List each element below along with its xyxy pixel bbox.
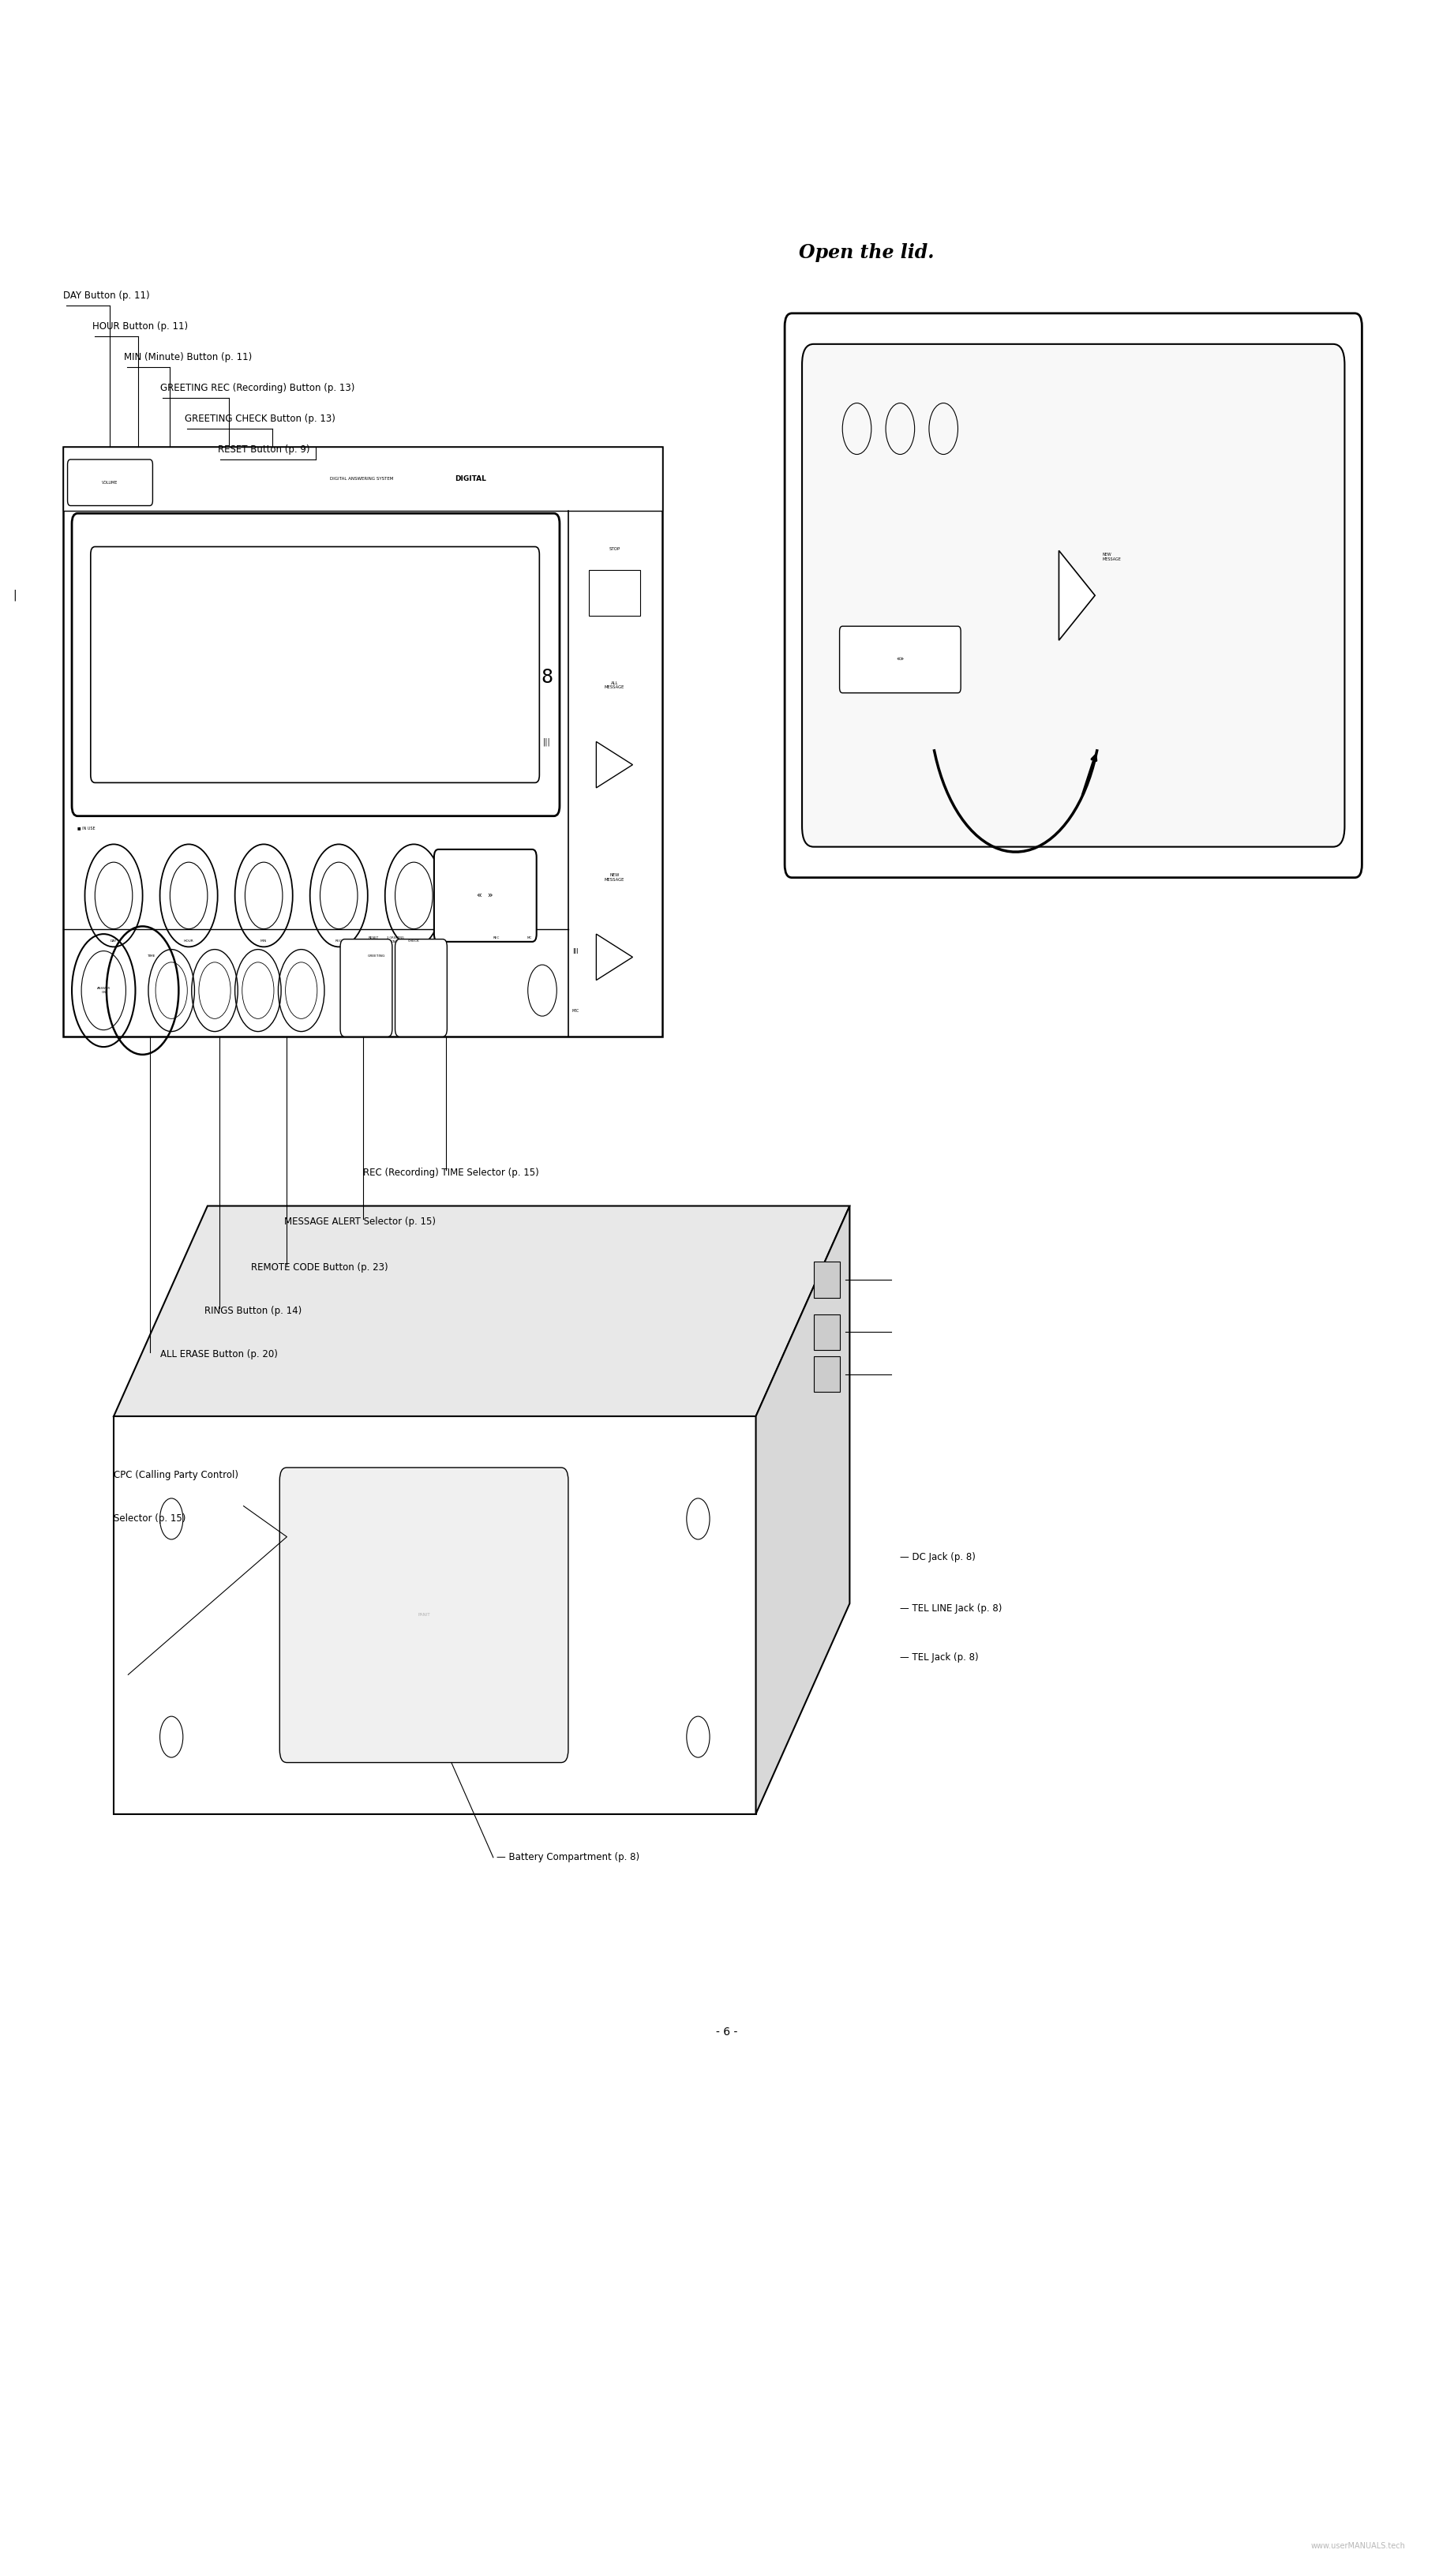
Text: |||: ||| [542, 737, 551, 747]
Bar [814, 1314, 839, 1350]
Text: — Battery Compartment (p. 8): — Battery Compartment (p. 8) [496, 1852, 640, 1862]
Text: TIME: TIME [147, 956, 156, 958]
Text: — DC Jack (p. 8): — DC Jack (p. 8) [900, 1553, 976, 1564]
Text: DIGITAL ANSWERING SYSTEM: DIGITAL ANSWERING SYSTEM [330, 477, 395, 482]
Text: 3 GREETING
ONLY: 3 GREETING ONLY [387, 938, 404, 943]
Text: HOUR Button (p. 11): HOUR Button (p. 11) [92, 322, 188, 332]
Text: |: | [13, 590, 16, 600]
Text: «  »: « » [477, 891, 493, 899]
Bar [814, 1355, 839, 1391]
Text: — TEL Jack (p. 8): — TEL Jack (p. 8) [900, 1651, 979, 1662]
FancyBboxPatch shape [90, 546, 539, 783]
Text: CHECK: CHECK [409, 940, 420, 943]
Bar [63, 446, 662, 510]
Text: DAY: DAY [111, 940, 116, 943]
Text: RESET: RESET [368, 938, 378, 940]
FancyBboxPatch shape [340, 940, 393, 1036]
FancyBboxPatch shape [71, 513, 560, 817]
Text: VOLUME: VOLUME [102, 482, 118, 484]
Text: GREETING: GREETING [368, 956, 385, 958]
Bar [63, 446, 662, 1036]
Text: Selector (p. 15): Selector (p. 15) [113, 1515, 186, 1525]
Text: REC: REC [493, 938, 499, 940]
Text: NEW
MESSAGE: NEW MESSAGE [1102, 554, 1121, 562]
Polygon shape [596, 742, 632, 788]
FancyBboxPatch shape [67, 459, 153, 505]
Polygon shape [113, 1206, 849, 1417]
Text: MIC: MIC [571, 1010, 579, 1012]
Text: www.userMANUALS.tech: www.userMANUALS.tech [1310, 2543, 1405, 2550]
Text: MESSAGE ALERT Selector (p. 15): MESSAGE ALERT Selector (p. 15) [284, 1216, 436, 1226]
Text: GREETING REC (Recording) Button (p. 13): GREETING REC (Recording) Button (p. 13) [160, 384, 355, 392]
FancyBboxPatch shape [839, 626, 961, 693]
Text: DIGITAL: DIGITAL [455, 474, 486, 482]
Text: REC: REC [336, 940, 342, 943]
Bar [589, 569, 640, 616]
Text: ALL
MESSAGE: ALL MESSAGE [605, 680, 624, 690]
Text: RESET Button (p. 9): RESET Button (p. 9) [218, 443, 310, 453]
FancyBboxPatch shape [395, 940, 446, 1036]
Polygon shape [596, 935, 632, 981]
Text: ■ IN USE: ■ IN USE [77, 827, 96, 829]
Text: MC: MC [526, 938, 532, 940]
Text: III: III [573, 948, 579, 956]
Text: NEW
MESSAGE: NEW MESSAGE [605, 873, 624, 881]
Text: DAY Button (p. 11): DAY Button (p. 11) [63, 291, 150, 301]
Text: ANSWER
ON: ANSWER ON [97, 987, 111, 994]
Text: — TEL LINE Jack (p. 8): — TEL LINE Jack (p. 8) [900, 1602, 1002, 1613]
Text: ALL ERASE Button (p. 20): ALL ERASE Button (p. 20) [160, 1350, 278, 1360]
Text: MIN (Minute) Button (p. 11): MIN (Minute) Button (p. 11) [124, 353, 252, 363]
Text: STOP: STOP [609, 546, 619, 551]
FancyBboxPatch shape [785, 314, 1362, 878]
Polygon shape [1059, 551, 1095, 641]
Polygon shape [113, 1417, 756, 1814]
Text: HOUR: HOUR [183, 940, 193, 943]
Text: - 6 -: - 6 - [717, 2027, 737, 2038]
FancyBboxPatch shape [435, 850, 537, 943]
Bar [814, 1262, 839, 1298]
FancyBboxPatch shape [803, 345, 1345, 848]
Text: PANIT: PANIT [417, 1613, 430, 1618]
Polygon shape [756, 1206, 849, 1814]
Text: REMOTE CODE Button (p. 23): REMOTE CODE Button (p. 23) [250, 1262, 388, 1273]
Text: «»: «» [896, 657, 904, 662]
Text: GREETING CHECK Button (p. 13): GREETING CHECK Button (p. 13) [185, 412, 334, 422]
Text: REC (Recording) TIME Selector (p. 15): REC (Recording) TIME Selector (p. 15) [364, 1167, 539, 1177]
Text: RINGS Button (p. 14): RINGS Button (p. 14) [205, 1306, 302, 1316]
Text: 8: 8 [541, 667, 553, 688]
Text: MIN: MIN [260, 940, 268, 943]
FancyBboxPatch shape [279, 1468, 569, 1762]
Text: Open the lid.: Open the lid. [800, 242, 935, 263]
Text: CPC (Calling Party Control): CPC (Calling Party Control) [113, 1471, 238, 1481]
